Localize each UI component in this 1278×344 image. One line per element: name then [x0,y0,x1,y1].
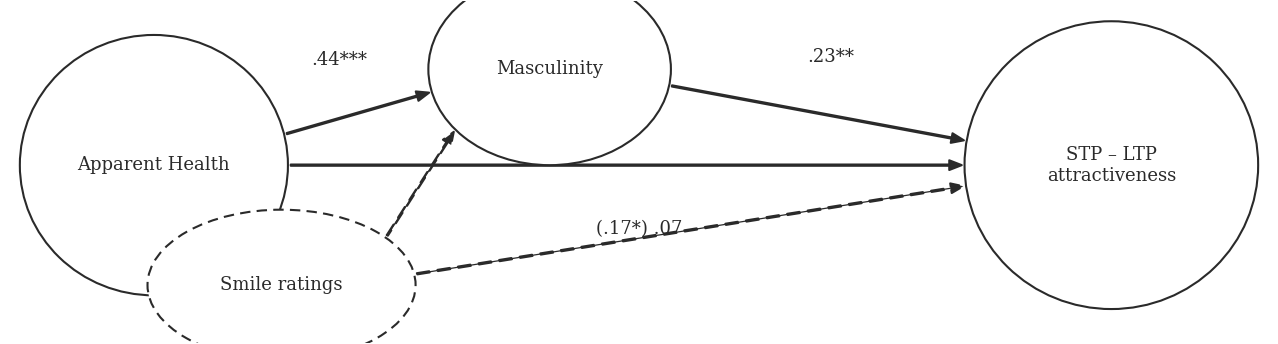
Text: Masculinity: Masculinity [496,60,603,78]
Text: Apparent Health: Apparent Health [78,156,230,174]
Text: STP – LTP
attractiveness: STP – LTP attractiveness [1047,146,1176,184]
Ellipse shape [20,35,288,295]
FancyArrowPatch shape [290,160,962,170]
Text: .44***: .44*** [311,51,367,69]
FancyArrowPatch shape [417,183,964,275]
Ellipse shape [147,210,415,344]
FancyArrowPatch shape [672,85,964,143]
Ellipse shape [965,21,1258,309]
FancyArrowPatch shape [286,92,429,134]
FancyArrowPatch shape [387,132,454,236]
Text: Smile ratings: Smile ratings [220,276,343,294]
FancyArrowPatch shape [187,234,249,255]
Text: (.17*) .07: (.17*) .07 [596,220,682,238]
Ellipse shape [428,0,671,165]
Text: .23**: .23** [806,48,854,66]
